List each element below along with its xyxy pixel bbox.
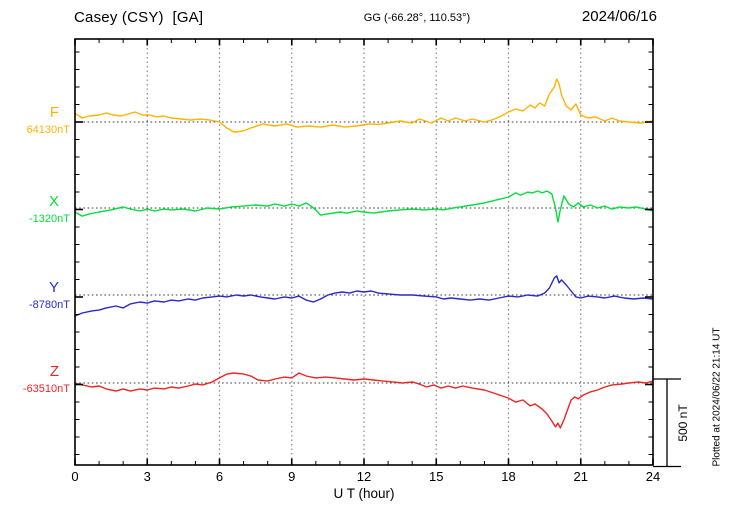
series-block-x: X -1320nT: [0, 194, 70, 225]
geo-coords: GG (-66.28°, 110.53°): [363, 12, 471, 24]
x-tick-label-24: 24: [645, 469, 661, 484]
plot-date: 2024/06/16: [581, 8, 657, 25]
trace-Z: [74, 372, 654, 429]
x-tick-label-6: 6: [215, 469, 224, 484]
series-label-y: Y: [48, 279, 59, 296]
x-tick-label-9: 9: [288, 469, 296, 484]
plotted-at-note: Plotted at 2024/06/22 21:14 UT: [711, 327, 723, 467]
trace-F: [74, 78, 654, 133]
series-baseline-value-z: -63510nT: [22, 383, 70, 395]
series-baseline-value-y: -8780nT: [29, 299, 70, 311]
series-block-f: F 64130nT: [0, 105, 70, 136]
station-title: Casey (CSY) [GA]: [74, 9, 204, 26]
x-tick-label-12: 12: [356, 469, 372, 484]
trace-X: [74, 190, 654, 223]
series-label-x: X: [48, 193, 59, 210]
x-tick-label-0: 0: [71, 469, 79, 484]
x-tick-label-18: 18: [501, 469, 516, 484]
x-tick-label-3: 3: [143, 469, 151, 484]
series-block-z: Z -63510nT: [0, 364, 70, 395]
series-label-f: F: [49, 104, 59, 121]
series-label-z: Z: [49, 363, 59, 380]
series-baseline-value-f: 64130nT: [26, 124, 70, 136]
trace-Y: [74, 275, 654, 317]
series-block-y: Y -8780nT: [0, 280, 70, 311]
scale-bar-label: 500 nT: [676, 404, 690, 442]
series-baseline-value-x: -1320nT: [29, 213, 70, 225]
x-tick-label-21: 21: [573, 469, 588, 484]
x-tick-label-15: 15: [429, 469, 444, 484]
x-axis-title: U T (hour): [333, 486, 395, 501]
